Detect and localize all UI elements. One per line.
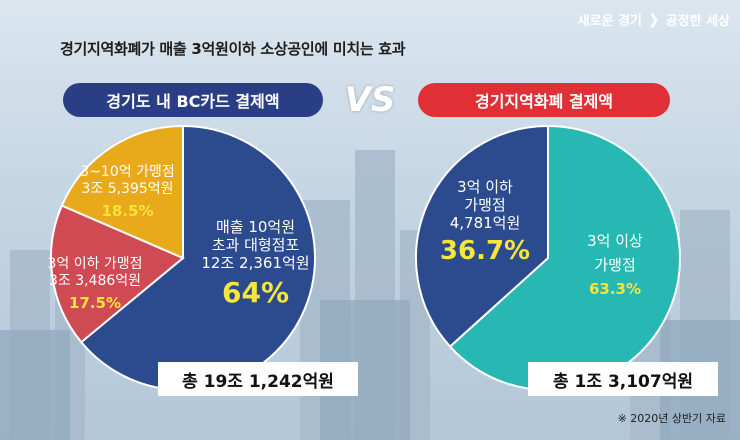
slice-name-2: 가맹점: [464, 196, 506, 214]
slice-amount: 3조 3,486억원: [48, 272, 142, 289]
pie-slice-3-to-10: [60, 124, 184, 260]
slice-name-2: 초과 대형점포: [211, 236, 300, 254]
slogan-left: 새로운 경기: [577, 14, 642, 29]
slice-percent: 36.7%: [439, 236, 531, 266]
vs-label: VS: [344, 80, 396, 120]
left-chart-title: 경기도 내 BC카드 결제액: [63, 83, 323, 117]
chevron-right-icon: ❯: [647, 11, 660, 28]
pie-slice-under-3: [50, 204, 185, 344]
slice-name: 3~10억 가맹점: [80, 164, 175, 180]
left-total: 총 19조 1,242억원: [158, 362, 358, 396]
slice-label-large: 매출 10억원 초과 대형점포 12조 2,361억원 64%: [188, 218, 323, 310]
slice-percent: 64%: [221, 276, 290, 309]
pie-slice-large-stores: [79, 124, 316, 391]
slice-label-under-3: 3억 이하 가맹점 3조 3,486억원 17.5%: [25, 256, 165, 312]
slice-name: 3억 이하: [457, 178, 513, 196]
footnote: ※ 2020년 상반기 자료: [617, 412, 726, 425]
slice-amount: 12조 2,361억원: [201, 254, 310, 272]
slogan-right: 공정한 세상: [665, 14, 730, 29]
right-pie-chart: [415, 124, 681, 391]
slogan: 새로운 경기 ❯ 공정한 세상: [577, 10, 730, 30]
slice-name: 매출 10억원: [215, 218, 296, 236]
slice-name-2: 가맹점: [594, 256, 636, 274]
slice-percent: 17.5%: [68, 293, 122, 312]
pie-slice-under-3-right: [415, 124, 549, 348]
left-pie-chart: [50, 124, 316, 391]
slice-percent: 63.3%: [588, 280, 642, 298]
right-chart-title: 경기지역화폐 결제액: [418, 83, 670, 117]
page-title: 경기지역화폐가 매출 3억원이하 소상공인에 미치는 효과: [60, 40, 406, 58]
slice-label-under-3-right: 3억 이하 가맹점 4,781억원 36.7%: [420, 178, 550, 267]
slice-label-over-3-right: 3억 이상 가맹점 63.3%: [565, 232, 665, 298]
pie-slice-over-3: [448, 124, 681, 391]
slice-name: 3억 이상: [587, 232, 643, 250]
slice-amount: 3조 5,395억원: [81, 180, 174, 197]
slice-label-3-10: 3~10억 가맹점 3조 5,395억원 18.5%: [60, 164, 195, 220]
slice-percent: 18.5%: [101, 201, 154, 220]
right-total: 총 1조 3,107억원: [528, 362, 718, 396]
slice-amount: 4,781억원: [449, 214, 521, 232]
slice-name: 3억 이하 가맹점: [47, 256, 143, 272]
